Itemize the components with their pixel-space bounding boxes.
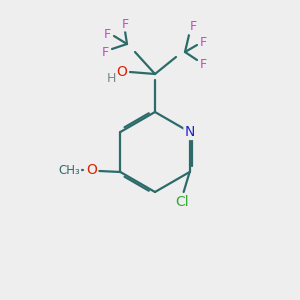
Text: O: O (117, 65, 128, 79)
Text: F: F (200, 35, 207, 49)
Text: Cl: Cl (175, 195, 188, 209)
Text: N: N (184, 125, 195, 139)
Text: H: H (106, 73, 116, 85)
Text: F: F (101, 46, 109, 59)
Text: CH₃: CH₃ (58, 164, 80, 176)
Text: F: F (103, 28, 111, 40)
Text: F: F (189, 20, 197, 34)
Text: O: O (86, 163, 97, 177)
Text: F: F (200, 58, 207, 70)
Text: F: F (122, 17, 129, 31)
